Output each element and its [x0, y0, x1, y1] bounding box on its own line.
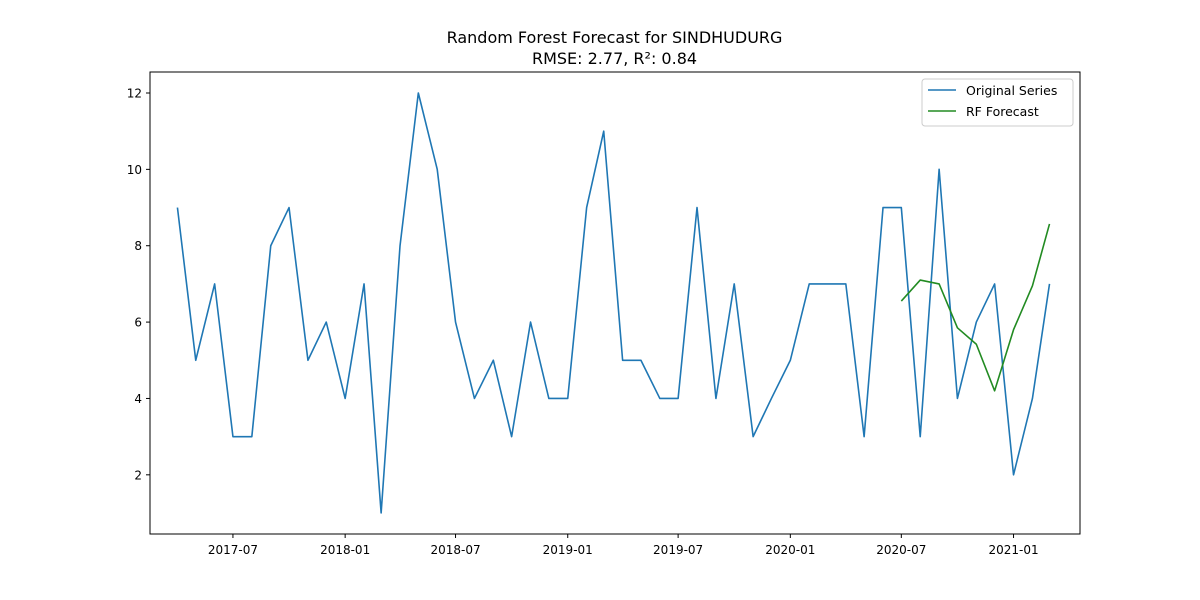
plot-frame: [149, 71, 1081, 535]
series-line-rf-forecast: [900, 223, 1051, 392]
y-tick-label: 10: [127, 163, 142, 177]
y-tick-label: 8: [134, 239, 142, 253]
legend-box: [921, 78, 1074, 127]
series-layer: [176, 92, 1051, 514]
x-tick-label: 2019-07: [653, 543, 703, 557]
x-tick-label: 2021-01: [988, 543, 1038, 557]
y-tick-label: 12: [127, 87, 142, 101]
x-tick-label: 2018-07: [430, 543, 480, 557]
legend-label-original-series: Original Series: [966, 83, 1057, 98]
x-tick-label: 2020-07: [876, 543, 926, 557]
legend-label-rf-forecast: RF Forecast: [966, 104, 1039, 119]
chart-subtitle: RMSE: 2.77, R²: 0.84: [532, 49, 697, 68]
x-tick-label: 2018-01: [320, 543, 370, 557]
chart-title: Random Forest Forecast for SINDHUDURG: [447, 28, 783, 47]
y-tick-label: 4: [134, 392, 142, 406]
y-tick-label: 6: [134, 316, 142, 330]
legend: Original Series RF Forecast: [921, 78, 1074, 127]
x-tick-label: 2019-01: [543, 543, 593, 557]
axes-layer: 2017-07 2018-01 2018-07 2019-01 2019-07 2020-…: [127, 87, 1039, 558]
x-tick-label: 2020-01: [765, 543, 815, 557]
y-tick-label: 2: [134, 468, 142, 482]
x-tick-label: 2017-07: [208, 543, 258, 557]
series-line-original-series: [176, 92, 1051, 514]
